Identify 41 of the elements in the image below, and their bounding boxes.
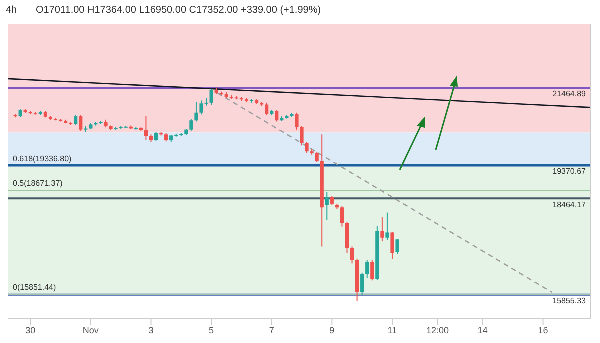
candlestick: [325, 192, 329, 221]
candlestick: [144, 116, 148, 142]
candlestick: [300, 126, 304, 146]
candlestick: [295, 112, 299, 131]
candlestick: [380, 217, 384, 242]
text: O17011.00 H17364.00 L16950.00 C17352.00 +339.00 (+1.99%): [36, 5, 322, 16]
candlestick: [79, 114, 83, 132]
candlestick: [396, 238, 400, 255]
x-tick-label: 11: [388, 325, 398, 336]
x-tick-label: 7: [269, 325, 274, 336]
candlestick: [366, 260, 370, 279]
x-tick-label: 30: [26, 325, 36, 336]
ref-line-label: 21464.89: [552, 90, 587, 99]
candlestick: [390, 231, 394, 260]
ref-line-label: 0.5(18671.37): [13, 178, 64, 188]
ref-line-label: 19370.67: [552, 166, 587, 176]
x-tick-label: 14: [478, 325, 488, 336]
candlestick: [386, 212, 390, 241]
text: 4h: [6, 5, 18, 16]
ref-line-label: 18464.17: [552, 200, 587, 210]
candlestick: [350, 246, 354, 264]
x-tick-label: 9: [330, 325, 335, 336]
x-tick-label: 12:00: [426, 325, 449, 336]
candlestick: [265, 102, 269, 116]
candlestick: [315, 151, 319, 163]
candlestick: [74, 114, 78, 126]
candlestick: [210, 88, 214, 106]
candlestick: [194, 102, 198, 122]
ref-line-label: 15855.33: [552, 296, 587, 306]
x-tick-label: 5: [209, 325, 214, 336]
candlestick: [190, 118, 194, 132]
x-tick-label: 3: [148, 325, 154, 336]
candlestick: [275, 110, 279, 122]
candlestick: [370, 260, 374, 282]
x-tick-label: 16: [538, 325, 548, 336]
candlestick: [340, 206, 344, 228]
ref-line-label: 0(15851.44): [13, 282, 56, 292]
candlestick: [360, 272, 364, 296]
ref-line-label: 0.618(19336.80): [13, 154, 72, 164]
candlestick: [305, 142, 309, 154]
x-tick-label: Nov: [82, 325, 100, 336]
